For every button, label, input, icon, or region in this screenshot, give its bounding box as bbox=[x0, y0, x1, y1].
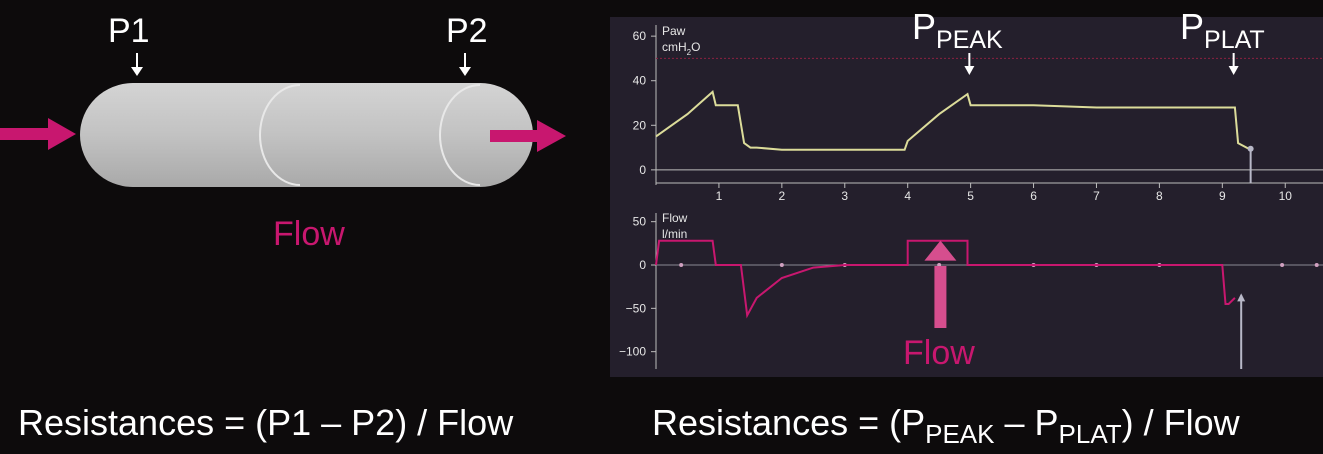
pplat-label: PPLAT bbox=[1180, 6, 1265, 55]
flow-zero-dot bbox=[779, 263, 784, 267]
flow-y-tick-label: −100 bbox=[619, 345, 646, 359]
pressure-x-tick-label: 3 bbox=[841, 189, 848, 203]
pressure-trace bbox=[655, 90, 1252, 151]
pressure-y-tick-label: 20 bbox=[633, 118, 647, 132]
pressure-x-tick-label: 10 bbox=[1279, 189, 1293, 203]
p2-arrow-icon bbox=[459, 53, 471, 76]
right-flow-label: Flow bbox=[903, 334, 975, 372]
p1-label: P1 bbox=[108, 12, 150, 50]
formula-sub-plat: PLAT bbox=[1058, 419, 1122, 449]
p2-label: P2 bbox=[446, 12, 488, 50]
flow-big-arrow-shaft bbox=[934, 266, 947, 328]
pressure-x-tick-label: 4 bbox=[904, 189, 911, 203]
flow-label: Flow bbox=[662, 211, 688, 225]
flow-trace bbox=[655, 239, 1236, 319]
tube-diagram bbox=[0, 53, 566, 187]
formula-sub-peak: PEAK bbox=[925, 419, 995, 449]
ppeak-label: PPEAK bbox=[912, 6, 1003, 55]
pplat-sub: PLAT bbox=[1204, 26, 1265, 54]
ppeak-sub: PEAK bbox=[936, 26, 1003, 54]
formula-part-3: ) / Flow bbox=[1121, 402, 1240, 443]
pressure-label: Paw bbox=[662, 24, 686, 38]
flow-big-arrow-icon bbox=[924, 240, 957, 261]
pressure-y-tick-label: 40 bbox=[633, 74, 647, 88]
pressure-end-dot bbox=[1247, 145, 1254, 152]
waveform-chart: 60 40 20 0 1 2 3 4 5 6 7 8 9 10 Paw cmH2O 50 0 −50 −100 Flow… bbox=[619, 24, 1323, 369]
right-formula: Resistances = (PPEAK – PPLAT) / Flow bbox=[652, 402, 1240, 450]
outflow-arrow-icon bbox=[490, 120, 566, 152]
pplat-main: P bbox=[1180, 6, 1205, 47]
flow-zero-dot bbox=[679, 263, 684, 267]
pressure-x-tick-label: 9 bbox=[1219, 189, 1226, 203]
inflow-arrow-icon bbox=[0, 118, 76, 150]
pressure-x-tick-label: 5 bbox=[967, 189, 974, 203]
flow-zero-dot bbox=[1280, 263, 1285, 267]
flow-end-arrow bbox=[1237, 293, 1246, 302]
pressure-x-tick-label: 2 bbox=[779, 189, 786, 203]
ppeak-arrow-icon bbox=[964, 66, 975, 75]
pressure-x-tick-label: 1 bbox=[716, 189, 723, 203]
formula-part-2: – P bbox=[994, 402, 1059, 443]
flow-zero-dot bbox=[1314, 263, 1319, 267]
left-formula: Resistances = (P1 – P2) / Flow bbox=[18, 402, 514, 443]
waveform-panel: 60 40 20 0 1 2 3 4 5 6 7 8 9 10 Paw cmH2O 50 0 −50 −100 Flow… bbox=[610, 17, 1323, 377]
pressure-unit-label: cmH2O bbox=[662, 40, 700, 57]
formula-part-1: Resistances = (P bbox=[652, 402, 926, 443]
tube-body bbox=[80, 83, 533, 187]
pplat-arrow-icon bbox=[1228, 66, 1239, 75]
left-flow-label: Flow bbox=[273, 215, 345, 253]
flow-y-tick-label: 0 bbox=[639, 258, 646, 272]
flow-unit-label: l/min bbox=[662, 227, 687, 241]
pressure-y-tick-label: 0 bbox=[639, 163, 646, 177]
pressure-x-tick-label: 8 bbox=[1156, 189, 1163, 203]
ppeak-main: P bbox=[912, 6, 937, 47]
flow-y-tick-label: 50 bbox=[633, 215, 647, 229]
pressure-y-tick-label: 60 bbox=[633, 29, 647, 43]
p1-arrow-icon bbox=[131, 53, 143, 76]
flow-y-tick-label: −50 bbox=[626, 301, 647, 315]
pressure-x-tick-label: 6 bbox=[1030, 189, 1037, 203]
pressure-x-tick-label: 7 bbox=[1093, 189, 1100, 203]
